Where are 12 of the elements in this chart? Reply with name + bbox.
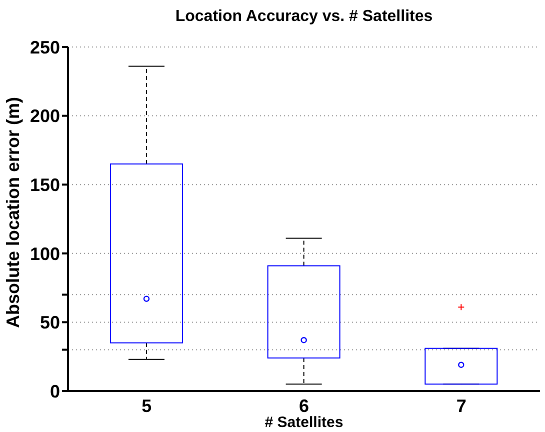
y-tick-label: 50 xyxy=(40,312,60,333)
y-tick-label: 0 xyxy=(50,381,60,402)
y-axis-title: Absolute location error (m) xyxy=(4,96,24,328)
y-tick-label: 250 xyxy=(30,37,60,58)
chart-title: Location Accuracy vs. # Satellites xyxy=(174,8,434,26)
x-tick-label: 6 xyxy=(298,396,310,416)
x-tick-label: 5 xyxy=(142,396,152,416)
y-tick-label: 200 xyxy=(30,106,60,126)
y-tick-label: 150 xyxy=(30,174,60,195)
x-tick-label: 7 xyxy=(456,396,466,416)
x-axis-title: # Satellites xyxy=(264,414,344,431)
y-tick-label: 100 xyxy=(30,244,60,264)
